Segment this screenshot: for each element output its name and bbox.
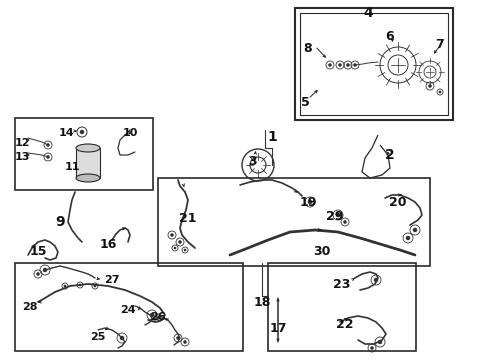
Text: 6: 6 <box>386 30 394 43</box>
Bar <box>300 13 448 115</box>
Text: 24: 24 <box>120 305 136 315</box>
Circle shape <box>374 278 378 282</box>
Text: 2: 2 <box>385 148 395 162</box>
Text: 30: 30 <box>313 245 331 258</box>
Circle shape <box>173 247 176 249</box>
Circle shape <box>46 143 50 147</box>
Bar <box>268 263 416 351</box>
Text: 8: 8 <box>304 42 312 55</box>
Circle shape <box>439 91 441 93</box>
Text: 16: 16 <box>99 238 117 251</box>
Text: 20: 20 <box>389 196 407 209</box>
Text: 27: 27 <box>104 275 120 285</box>
Text: 18: 18 <box>253 296 270 309</box>
Text: 23: 23 <box>333 278 351 291</box>
Text: 4: 4 <box>363 6 373 20</box>
Circle shape <box>43 268 47 272</box>
Text: 17: 17 <box>269 322 287 335</box>
Text: 29: 29 <box>326 210 343 223</box>
Circle shape <box>120 336 124 340</box>
Text: 9: 9 <box>55 215 65 229</box>
Circle shape <box>64 285 66 287</box>
Circle shape <box>328 63 332 67</box>
Bar <box>295 8 453 120</box>
Text: 28: 28 <box>22 302 38 312</box>
Circle shape <box>79 284 81 286</box>
Bar <box>76 148 100 178</box>
Text: 1: 1 <box>267 130 277 144</box>
Circle shape <box>183 340 187 344</box>
Text: 10: 10 <box>122 128 138 138</box>
Bar <box>15 263 243 351</box>
Text: 13: 13 <box>14 152 30 162</box>
Circle shape <box>176 336 180 340</box>
Circle shape <box>406 236 410 240</box>
Text: 5: 5 <box>301 96 309 109</box>
Circle shape <box>170 233 174 237</box>
Circle shape <box>150 313 154 317</box>
Text: 7: 7 <box>436 38 444 51</box>
Circle shape <box>184 249 186 251</box>
Text: 14: 14 <box>58 128 74 138</box>
Circle shape <box>343 220 347 224</box>
Ellipse shape <box>76 174 100 182</box>
Text: 26: 26 <box>150 312 166 322</box>
Circle shape <box>353 63 357 67</box>
Circle shape <box>178 240 182 244</box>
Circle shape <box>80 130 84 134</box>
Circle shape <box>308 200 312 204</box>
Circle shape <box>94 285 97 287</box>
Text: 25: 25 <box>90 332 106 342</box>
Circle shape <box>378 340 382 344</box>
Circle shape <box>46 155 50 159</box>
Bar <box>15 118 153 190</box>
Text: 12: 12 <box>14 138 30 148</box>
Text: 19: 19 <box>299 196 317 209</box>
Circle shape <box>336 213 340 217</box>
Circle shape <box>338 63 342 67</box>
Circle shape <box>413 228 417 232</box>
Text: 11: 11 <box>64 162 80 172</box>
Text: 22: 22 <box>336 318 354 331</box>
Bar <box>158 178 430 266</box>
Text: 15: 15 <box>29 245 47 258</box>
Ellipse shape <box>76 144 100 152</box>
Circle shape <box>370 346 374 350</box>
Text: 3: 3 <box>247 155 256 168</box>
Circle shape <box>428 84 432 88</box>
Text: 21: 21 <box>179 212 197 225</box>
Circle shape <box>156 316 160 320</box>
Circle shape <box>346 63 350 67</box>
Circle shape <box>36 272 40 276</box>
